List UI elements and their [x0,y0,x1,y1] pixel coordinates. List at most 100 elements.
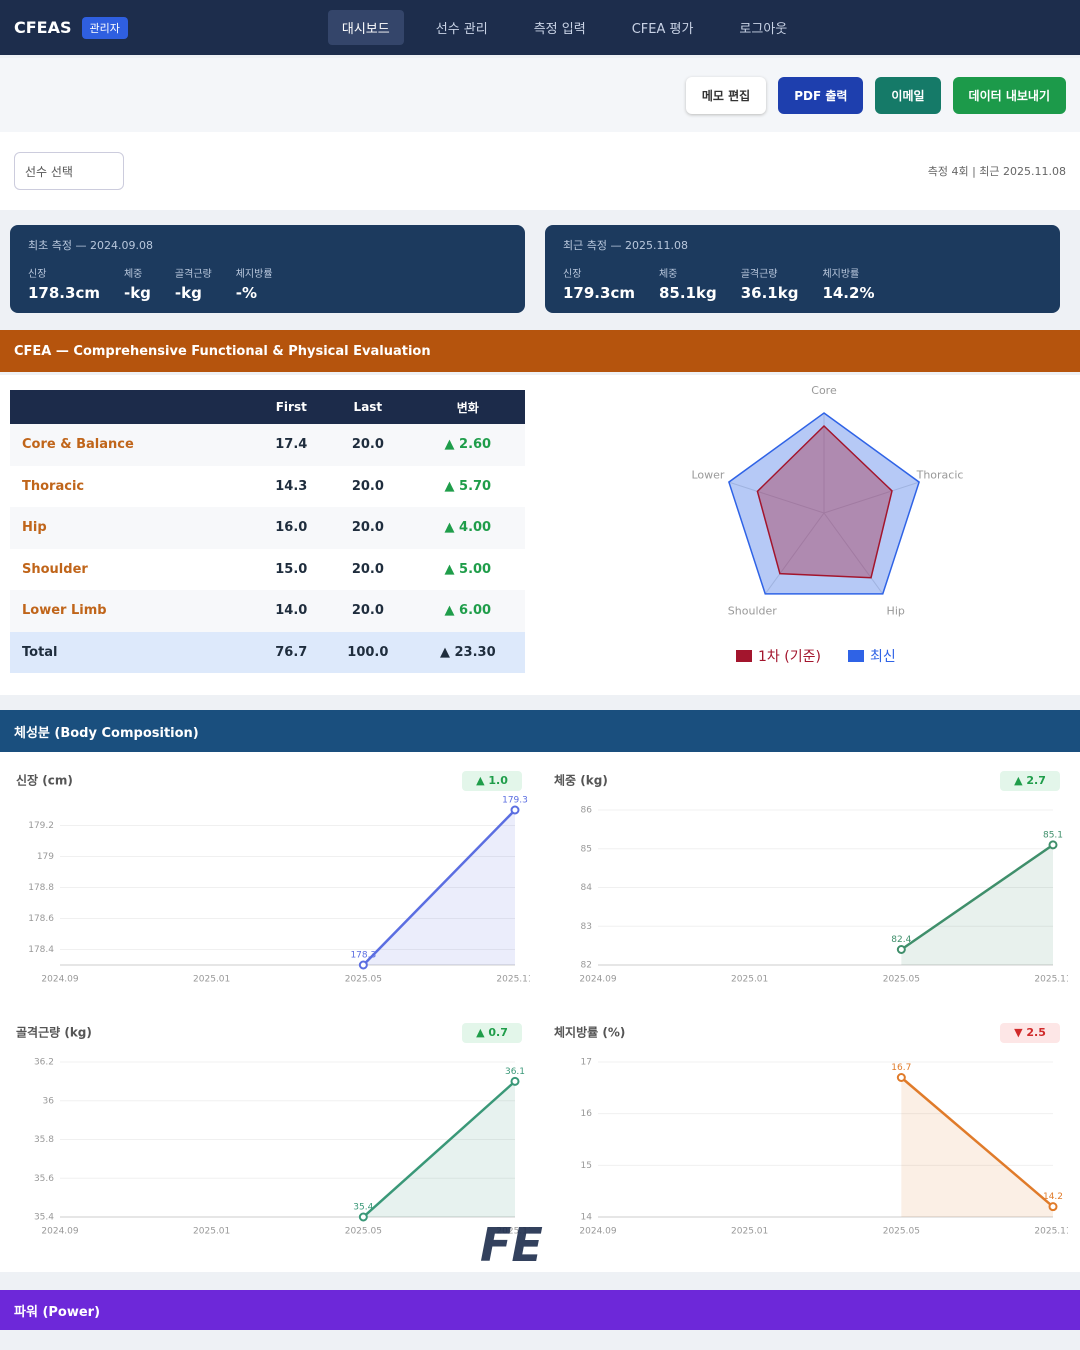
card-title: 최근 측정 — 2025.11.08 [563,239,688,252]
table-cell: ▲ 5.00 [444,561,492,577]
role-badge: 관리자 [81,16,128,39]
data-point [358,1212,368,1222]
x-tick-label: 2025.11 [1034,975,1068,985]
table-cell: 20.0 [325,424,411,466]
table-cell: 20.0 [351,478,384,494]
stat-label: 골격근량 [174,269,212,280]
card-stats: 신장 178.3cm 체중 -kg 골격근량 -kg 체지방률 -% [28,265,507,302]
y-tick-label: 17 [581,1058,592,1068]
table-cell: 76.7 [257,631,326,673]
table-cell: 16.0 [257,507,326,549]
cfea-table: First Last 변화 Core & Balance 17.4 20.0 ▲ 2.60 T… [10,390,525,673]
radar-axis-label: Lower [691,468,724,481]
table-header-cell: First [257,390,326,424]
section-header: CFEA — Comprehensive Functional & Physic… [0,330,1080,372]
data-label: 179.3 [502,796,528,806]
x-tick-label: 2025.05 [345,1227,382,1237]
athlete-select[interactable]: 선수 선택 [14,152,124,190]
change-badge [462,1023,522,1043]
stat: 체중 85.1kg [659,265,717,302]
stat-value: 85.1kg [658,284,717,302]
x-tick-label: 2024.09 [41,1227,78,1237]
nav-tab[interactable]: 측정 입력 [533,22,586,37]
measure-meta: 측정 4회 | 최근 2025.11.08 [927,165,1066,178]
table-row: Thoracic 14.3 20.0 ▲ 5.70 [10,466,525,508]
x-tick-label: 2025.05 [883,975,920,985]
table-cell: ▲ 23.30 [410,631,525,673]
y-tick-label: 178.6 [28,914,54,924]
card-title: 최초 측정 — 2024.09.08 [28,239,153,252]
table-cell: 14.0 [257,590,326,632]
y-tick-label: 83 [581,922,592,932]
filter-row: 선수 선택 측정 4회 | 최근 2025.11.08 [0,132,1080,210]
data-label: 36.1 [505,1067,525,1077]
x-tick-label: 2025.05 [345,975,382,985]
toolbar-button[interactable]: PDF 출력 [778,76,864,114]
nav-tab[interactable]: 대시보드 [327,10,404,45]
table-cell: ▲ 4.00 [410,507,525,549]
toolbar-button[interactable]: 이메일 [875,76,941,114]
line-path [362,809,516,966]
table-row: Shoulder 15.0 20.0 ▲ 5.00 [10,549,525,591]
legend-swatch [736,650,752,662]
nav-tab[interactable]: CFEA 평가 [631,22,694,37]
change-badge [1000,771,1060,791]
data-label: 16.7 [891,1063,911,1073]
y-tick-label: 179.2 [28,821,54,831]
y-tick-label: 35.6 [34,1174,54,1184]
radar-axis-label: Shoulder [728,605,777,618]
change-badge [462,771,522,791]
radar-axis-label: Core [811,385,837,397]
stat-label: 골격근량 [740,269,778,280]
table-row: Total 76.7 100.0 ▲ 23.30 [10,631,525,673]
data-label: 35.4 [353,1203,373,1213]
x-tick-label: 2024.09 [579,975,616,985]
legend-swatch [848,650,864,662]
table-cell: Lower Limb [10,590,258,632]
table-cell: Core & Balance [10,424,258,466]
table-cell: 20.0 [325,507,411,549]
table-cell: ▲ 5.70 [444,478,492,494]
line-chart: 체지방률 (%) ▼ 2.5 14 15 16 17 2024.09 2025.01 2025.… [554,1023,1068,1237]
stat-value: 14.2% [822,284,875,302]
stat-label: 체지방률 [235,269,273,280]
table-cell: Hip [10,507,258,549]
line-chart: 신장 (cm) ▲ 1.0 178.4 178.6 178.8 179 179.2 2024.… [16,771,530,985]
change-label: ▲ 1.0 [476,774,508,787]
stat: 골격근량 -kg [175,265,212,302]
data-point [896,945,906,954]
data-point [1048,840,1058,850]
table-cell: ▲ 2.60 [410,424,525,466]
line-path [900,843,1054,951]
radar-axis-label: Thoracic [916,468,964,481]
toolbar-button[interactable]: 메모 편집 [685,76,767,114]
table-cell: ▲ 6.00 [410,590,525,632]
body-panel [0,752,1080,1272]
chart-title: 체중 (kg) [554,773,608,788]
nav-tab[interactable]: 로그아웃 [739,22,788,37]
chart-title: 체지방률 (%) [554,1025,625,1040]
data-point [510,1076,520,1086]
radar-area [756,424,893,579]
table-cell: Shoulder [22,561,88,577]
toolbar-button[interactable]: 데이터 내보내기 [952,76,1066,114]
stat-label: 체중 [658,269,678,280]
table-header-cell: 변화 [410,390,525,424]
table-row: Core & Balance 17.4 20.0 ▲ 2.60 [10,424,525,466]
stat-value: 179.3cm [563,284,635,302]
y-tick-label: 16 [581,1109,593,1119]
y-tick-label: 178.8 [28,883,54,893]
y-tick-label: 36 [43,1096,55,1106]
nav-tab[interactable]: 선수 관리 [435,22,488,37]
y-tick-label: 35.8 [34,1135,54,1145]
change-label: ▲ 2.7 [1014,774,1046,787]
data-point [510,805,520,815]
chart-title: 골격근량 (kg) [16,1025,92,1040]
data-label: 14.2 [1043,1192,1063,1202]
change-label: ▲ 0.7 [476,1026,508,1039]
x-tick-label: 2025.01 [731,1227,768,1237]
data-point [1048,1202,1058,1212]
radar-axis-label: Hip [887,605,905,618]
x-tick-label: 2025.01 [731,975,768,985]
nav-bar: CFEAS 관리자 대시보드 선수 관리 측정 입력 CFEA 평가 로그아웃 [0,0,1080,55]
